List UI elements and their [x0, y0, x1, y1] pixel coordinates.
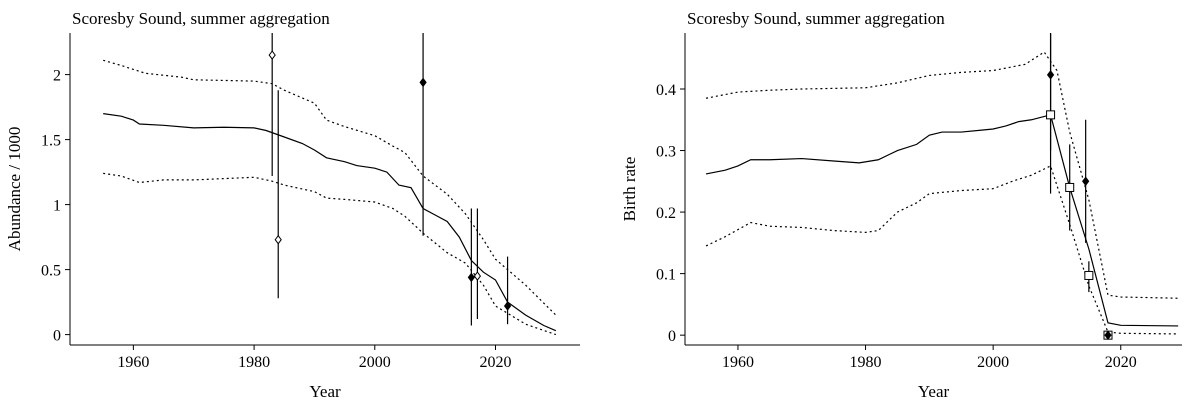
marker — [467, 272, 475, 283]
panel: Scoresby Sound, summer aggregation Year Bi… — [620, 9, 1182, 401]
y-tick-label: 0.4 — [656, 82, 676, 99]
x-tick-label: 1980 — [850, 354, 882, 371]
marker — [1065, 182, 1075, 192]
marker — [1082, 176, 1090, 187]
panel: Scoresby Sound, summer aggregation Year Ab… — [5, 9, 580, 401]
series-line — [103, 113, 557, 332]
y-axis-label: Birth rate — [620, 157, 639, 222]
y-axis-label: Abundance / 1000 — [5, 127, 24, 252]
marker — [1046, 70, 1055, 80]
x-tick-label: 2000 — [359, 354, 391, 371]
y-tick-label: 0 — [53, 328, 61, 345]
series-line — [705, 51, 1179, 299]
plot-area — [705, 33, 1179, 339]
marker — [1084, 270, 1094, 280]
x-tick-label: 2020 — [480, 354, 512, 371]
marker — [1104, 330, 1112, 340]
x-axis-label: Year — [309, 382, 341, 401]
marker — [419, 77, 427, 88]
y-tick-label: 0.1 — [656, 267, 676, 284]
series-line — [705, 165, 1179, 335]
marker — [473, 271, 482, 281]
x-tick-label: 1960 — [117, 354, 149, 371]
y-tick-label: 0.3 — [656, 144, 676, 161]
marker — [1046, 110, 1056, 120]
y-tick-label: 1.5 — [41, 133, 61, 150]
y-tick-label: 2 — [53, 68, 61, 85]
x-tick-label: 1960 — [722, 354, 754, 371]
y-tick-label: 0.2 — [656, 205, 676, 222]
y-tick-label: 1 — [53, 198, 61, 215]
x-tick-label: 2020 — [1105, 354, 1137, 371]
series-line — [103, 172, 557, 336]
chart-title: Scoresby Sound, summer aggregation — [687, 9, 945, 28]
plot-area — [103, 33, 557, 336]
marker — [274, 234, 282, 245]
x-tick-label: 2000 — [977, 354, 1009, 371]
series-line — [103, 59, 557, 316]
x-tick-label: 1980 — [238, 354, 270, 371]
y-tick-label: 0 — [668, 328, 676, 345]
marker — [503, 301, 512, 311]
y-tick-label: 0.5 — [41, 263, 61, 280]
chart-title: Scoresby Sound, summer aggregation — [72, 9, 330, 28]
marker — [268, 50, 276, 60]
x-axis-label: Year — [918, 382, 950, 401]
